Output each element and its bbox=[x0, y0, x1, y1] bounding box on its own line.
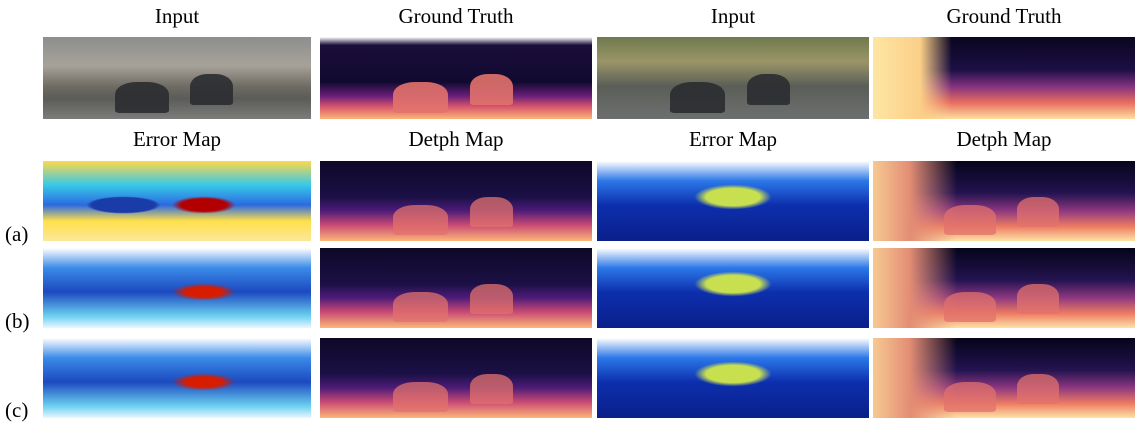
object-shape bbox=[393, 205, 447, 235]
column-header: Input bbox=[597, 4, 869, 29]
column-header: Error Map bbox=[43, 127, 311, 152]
row-label: (a) bbox=[5, 222, 28, 247]
image bbox=[873, 37, 1135, 119]
column-header: Ground Truth bbox=[873, 4, 1135, 29]
row-label: (b) bbox=[5, 309, 30, 334]
image bbox=[320, 37, 592, 119]
object-shape bbox=[393, 292, 447, 322]
object-shape bbox=[115, 82, 169, 113]
object-shape bbox=[747, 74, 791, 105]
object-shape bbox=[470, 74, 514, 105]
image bbox=[597, 161, 869, 241]
image bbox=[43, 338, 311, 418]
image bbox=[43, 248, 311, 328]
image bbox=[43, 161, 311, 241]
image bbox=[873, 248, 1135, 328]
column-header: Error Map bbox=[597, 127, 869, 152]
object-shape bbox=[1017, 374, 1059, 404]
object-shape bbox=[470, 284, 514, 314]
column-header: Detph Map bbox=[873, 127, 1135, 152]
image bbox=[320, 248, 592, 328]
object-shape bbox=[944, 292, 996, 322]
object-shape bbox=[393, 82, 447, 113]
column-header: Detph Map bbox=[320, 127, 592, 152]
image bbox=[597, 338, 869, 418]
image bbox=[320, 161, 592, 241]
object-shape bbox=[393, 382, 447, 412]
figure: InputGround TruthInputGround TruthError … bbox=[0, 0, 1135, 425]
object-shape bbox=[670, 82, 724, 113]
object-shape bbox=[190, 74, 233, 105]
object-shape bbox=[470, 374, 514, 404]
column-header: Input bbox=[43, 4, 311, 29]
row-label: (c) bbox=[5, 398, 28, 423]
image bbox=[320, 338, 592, 418]
column-header: Ground Truth bbox=[320, 4, 592, 29]
image bbox=[43, 37, 311, 119]
object-shape bbox=[470, 197, 514, 227]
object-shape bbox=[1017, 284, 1059, 314]
image bbox=[873, 338, 1135, 418]
image bbox=[597, 37, 869, 119]
object-shape bbox=[944, 382, 996, 412]
image bbox=[597, 248, 869, 328]
object-shape bbox=[944, 205, 996, 235]
image bbox=[873, 161, 1135, 241]
object-shape bbox=[1017, 197, 1059, 227]
